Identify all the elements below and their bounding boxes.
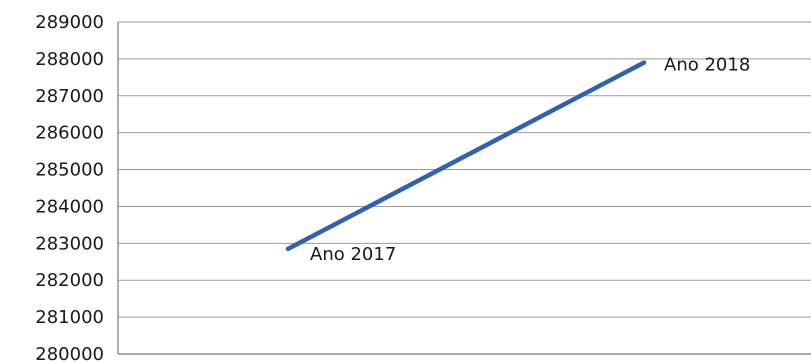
y-axis-tick-labels: 280000 281000 282000 283000 284000 285000 2860… [35, 12, 104, 363]
grid-lines [118, 21, 811, 355]
data-labels: Ano 2017 Ano 2018 [310, 55, 750, 265]
y-tick-label: 287000 [35, 86, 104, 107]
y-tick-label: 284000 [35, 196, 104, 217]
y-tick-label: 283000 [35, 233, 104, 254]
y-tick-label: 282000 [35, 270, 104, 291]
y-tick-label: 281000 [35, 307, 104, 328]
series-layer [285, 60, 647, 252]
series-line [285, 60, 647, 252]
y-tick-label: 285000 [35, 160, 104, 181]
y-tick-label: 280000 [35, 344, 104, 363]
y-tick-label: 288000 [35, 49, 104, 70]
data-label: Ano 2017 [310, 244, 396, 265]
y-tick-label: 289000 [35, 12, 104, 33]
y-tick-label: 286000 [35, 123, 104, 144]
data-label: Ano 2018 [664, 55, 750, 76]
